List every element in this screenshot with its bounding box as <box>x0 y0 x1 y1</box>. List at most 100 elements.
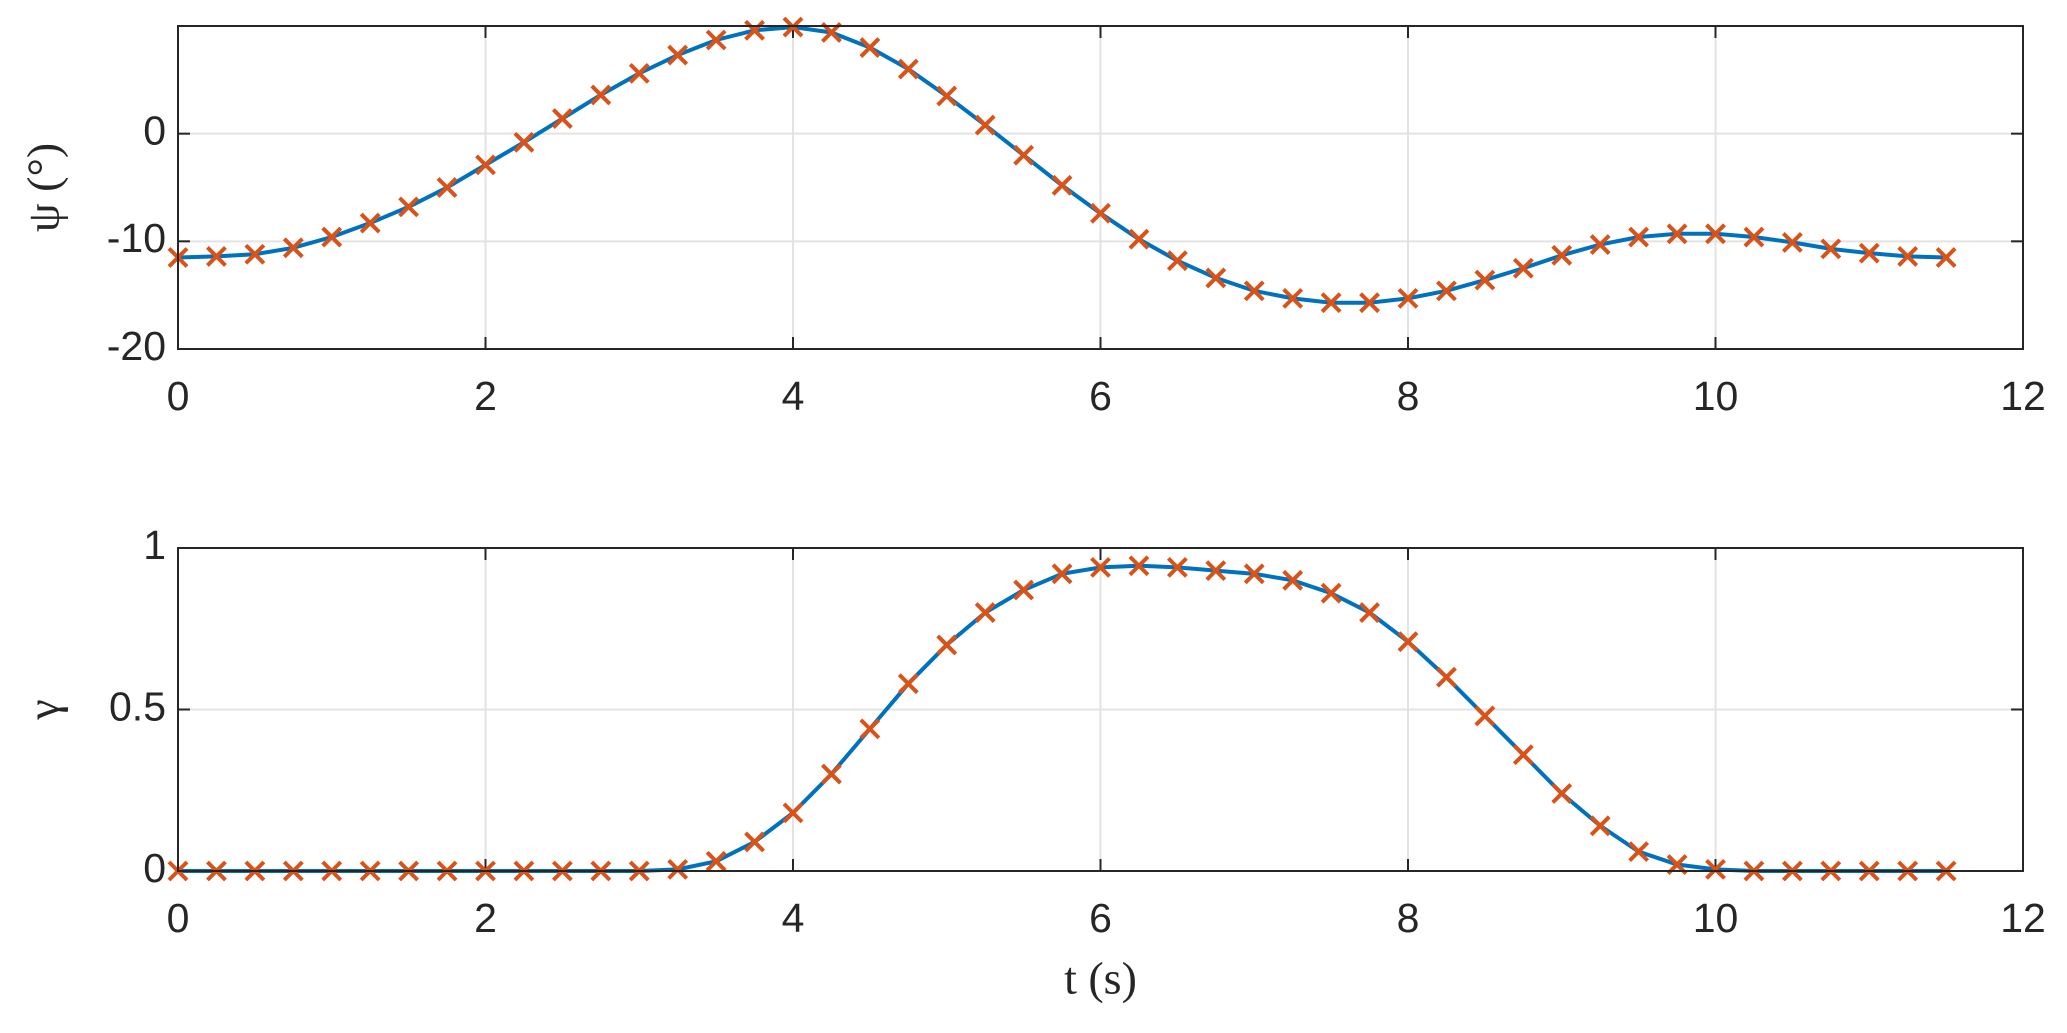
marker <box>974 114 996 136</box>
marker <box>551 108 573 130</box>
marker <box>1090 556 1111 578</box>
y-tick-label: 0 <box>143 107 166 153</box>
marker <box>1282 569 1304 591</box>
x-tick-label: 10 <box>1693 895 1739 941</box>
marker <box>321 226 343 248</box>
x-tick-label: 4 <box>782 895 805 941</box>
marker <box>667 858 689 880</box>
marker <box>859 37 881 58</box>
x-tick-label: 12 <box>2000 373 2046 419</box>
marker <box>1397 287 1419 309</box>
x-tick-label: 4 <box>782 373 805 419</box>
marker <box>1858 242 1880 264</box>
x-tick-label: 2 <box>474 373 497 419</box>
marker <box>744 19 765 41</box>
marker <box>1935 247 1957 268</box>
x-axis-label: t (s) <box>1064 953 1137 1004</box>
marker <box>1282 287 1304 309</box>
marker <box>1820 238 1842 260</box>
y-tick-label: -20 <box>107 323 166 369</box>
marker <box>1359 602 1380 624</box>
marker <box>1589 234 1611 255</box>
marker <box>475 154 496 176</box>
marker <box>705 29 727 51</box>
y-tick-label: 0.5 <box>109 683 166 729</box>
x-tick-label: 12 <box>2000 895 2046 941</box>
marker <box>1474 705 1496 727</box>
marker <box>398 196 420 218</box>
x-tick-label: 0 <box>167 895 190 941</box>
marker <box>1436 666 1457 688</box>
x-tick-label: 10 <box>1693 373 1739 419</box>
marker <box>1359 292 1380 314</box>
marker <box>1051 563 1073 585</box>
marker <box>1166 556 1188 578</box>
marker <box>974 602 996 624</box>
y-tick-label: 1 <box>143 522 166 568</box>
marker <box>1205 267 1227 289</box>
marker <box>359 212 381 234</box>
marker <box>513 131 535 153</box>
x-tick-label: 8 <box>1397 373 1420 419</box>
marker <box>1474 269 1496 291</box>
marker <box>1512 257 1534 279</box>
marker <box>1666 223 1688 245</box>
marker <box>1205 560 1227 582</box>
marker <box>859 718 881 740</box>
marker <box>1551 244 1573 266</box>
panel: 0 2 4 6 8 10 12 0 0.5 1 γ t (s) <box>18 522 2046 1004</box>
marker <box>628 62 650 84</box>
marker <box>1243 280 1265 302</box>
axes-box <box>177 547 2024 872</box>
marker <box>1436 280 1457 302</box>
marker <box>244 243 266 265</box>
marker <box>821 763 842 785</box>
marker <box>1166 250 1188 272</box>
marker <box>1551 783 1573 804</box>
x-tick-label: 6 <box>1089 373 1112 419</box>
marker <box>1090 202 1111 224</box>
y-axis-label: γ <box>18 699 69 720</box>
y-tick-label: 0 <box>143 845 166 891</box>
marker <box>705 850 727 872</box>
x-tick-label: 8 <box>1397 895 1420 941</box>
marker <box>782 16 804 38</box>
marker <box>1743 226 1765 248</box>
marker <box>1705 223 1726 245</box>
marker <box>1781 231 1803 253</box>
panel: 0 2 4 6 8 10 12 -20 -10 0 ψ (°) <box>18 16 2046 419</box>
marker <box>1013 579 1035 601</box>
marker <box>1897 245 1919 267</box>
marker <box>1512 744 1534 766</box>
marker <box>590 84 612 106</box>
marker <box>936 85 958 107</box>
marker <box>667 44 689 66</box>
marker <box>1628 226 1650 248</box>
marker <box>1013 144 1035 166</box>
x-tick-label: 2 <box>474 895 497 941</box>
marker <box>1243 563 1265 585</box>
marker <box>282 237 304 259</box>
marker <box>1051 174 1073 196</box>
marker <box>744 831 765 853</box>
marker <box>1705 858 1726 880</box>
y-axis-label: ψ (°) <box>18 143 69 232</box>
marker <box>936 634 958 656</box>
marker <box>897 58 919 80</box>
marker <box>1128 228 1150 250</box>
marker <box>1128 555 1150 577</box>
marker <box>1320 292 1342 314</box>
marker <box>782 802 804 824</box>
marker <box>1320 582 1342 604</box>
marker <box>1397 631 1419 653</box>
marker <box>897 673 919 695</box>
marker <box>206 245 227 267</box>
marker <box>436 177 458 198</box>
axes-box <box>177 25 2024 350</box>
y-tick-label: -10 <box>107 215 166 261</box>
x-tick-label: 6 <box>1089 895 1112 941</box>
x-tick-label: 0 <box>167 373 190 419</box>
marker <box>1589 815 1611 837</box>
marker <box>1628 841 1650 863</box>
